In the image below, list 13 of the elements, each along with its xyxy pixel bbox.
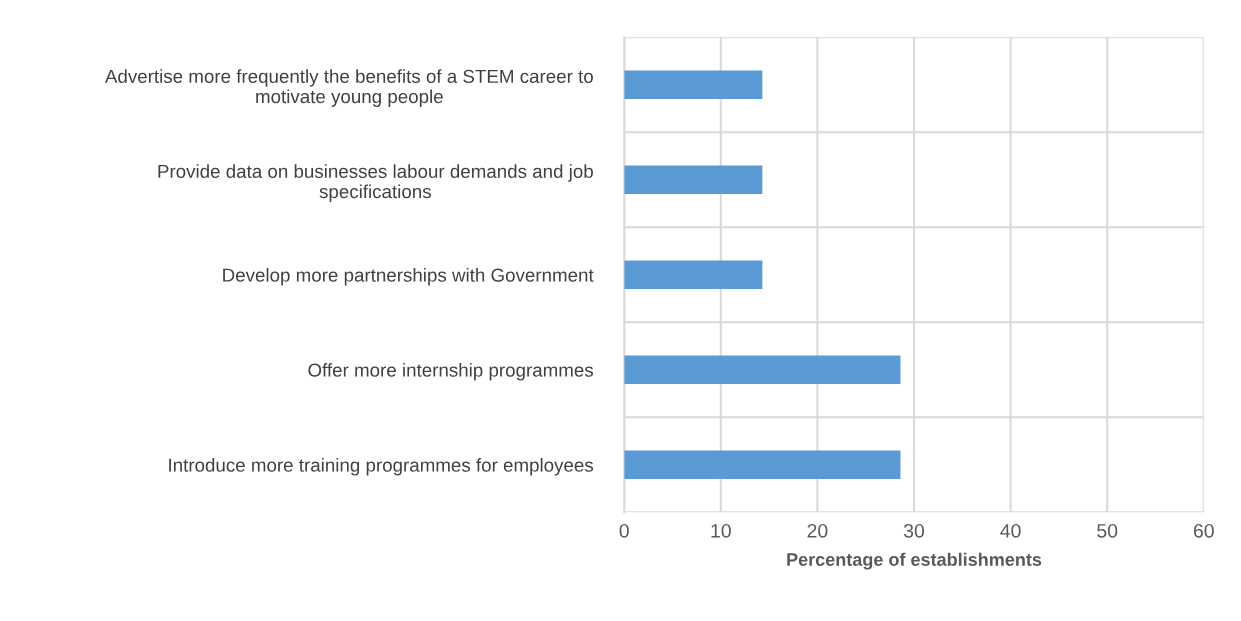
x-tick-label: 50 xyxy=(1097,523,1118,538)
x-tick-label: 20 xyxy=(807,523,828,538)
x-tick-label: 30 xyxy=(903,523,925,538)
x-tick-label: 10 xyxy=(711,523,731,538)
x-axis-title: Percentage of establishments xyxy=(787,552,1042,570)
x-tick-label: 60 xyxy=(1193,523,1214,538)
y-tick-label: Introduce more training programmes for employees xyxy=(169,458,594,476)
y-tick-label: Provide data on businesses labour demands and job specifications xyxy=(158,164,593,202)
x-tick-label: 0 xyxy=(619,523,629,538)
y-tick-label: Advertise more frequently the benefits of a STEM career to motivate young people xyxy=(104,69,593,107)
y-tick-label: Develop more partnerships with Government xyxy=(223,268,594,286)
x-tick-label: 40 xyxy=(1000,523,1021,538)
y-tick-label: Offer more internship programmes xyxy=(308,363,594,381)
